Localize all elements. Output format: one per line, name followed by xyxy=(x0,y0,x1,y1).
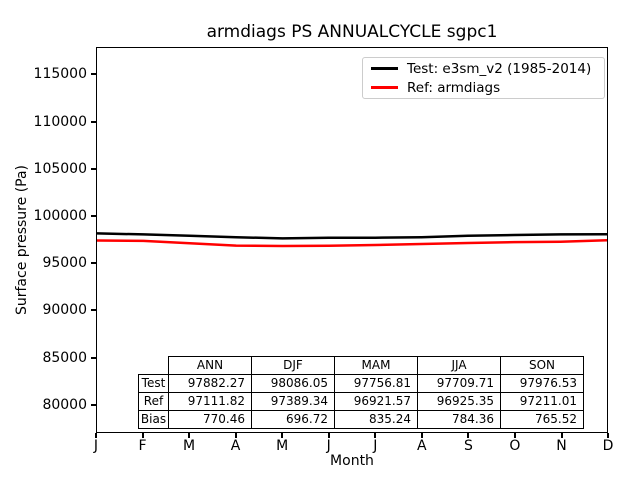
y-axis-label: Surface pressure (Pa) xyxy=(14,164,30,316)
y-tick-mark xyxy=(91,309,96,312)
x-tick-label: M xyxy=(276,438,289,454)
table-col-header: JJA xyxy=(417,356,501,375)
x-tick-label: A xyxy=(417,438,427,454)
table-cell: 97882.27 xyxy=(168,374,252,393)
y-tick-mark xyxy=(91,356,96,359)
x-tick-label: J xyxy=(373,438,378,454)
table-row: Test 97882.27 98086.05 97756.81 97709.71 9797… xyxy=(138,374,584,393)
table-col-header: MAM xyxy=(334,356,418,375)
y-tick-label: 100000 xyxy=(33,207,87,224)
chart-title: armdiags PS ANNUALCYCLE sgpc1 xyxy=(206,22,498,42)
y-tick-mark xyxy=(91,167,96,170)
legend-line-swatch xyxy=(371,86,398,89)
y-tick-mark xyxy=(91,214,96,217)
y-tick-label: 85000 xyxy=(42,349,87,366)
table-cell: 835.24 xyxy=(334,410,418,429)
table-cell: 784.36 xyxy=(417,410,501,429)
table-row-label: Bias xyxy=(138,410,169,429)
x-tick-mark xyxy=(374,433,377,438)
table-row: Ref 97111.82 97389.34 96921.57 96925.35 97211… xyxy=(138,392,584,411)
table-row: Bias 770.46 696.72 835.24 784.36 765.52 xyxy=(138,410,584,429)
table-cell: 97756.81 xyxy=(334,374,418,393)
line-series-svg xyxy=(97,232,607,248)
table-cell: 696.72 xyxy=(251,410,335,429)
x-tick-label: S xyxy=(463,438,473,454)
table-cell: 98086.05 xyxy=(251,374,335,393)
x-axis-label: Month xyxy=(330,453,374,469)
table-cell: 765.52 xyxy=(500,410,584,429)
table-cell: 97211.01 xyxy=(500,392,584,411)
y-tick-mark xyxy=(91,403,96,406)
x-tick-label: F xyxy=(138,438,147,454)
y-tick-mark xyxy=(91,120,96,123)
x-tick-mark xyxy=(560,433,563,438)
x-tick-mark xyxy=(513,433,516,438)
x-tick-label: D xyxy=(602,438,614,454)
table-cell: 97976.53 xyxy=(500,374,584,393)
x-tick-label: O xyxy=(509,438,521,454)
y-tick-mark xyxy=(91,73,96,76)
legend-label: Test: e3sm_v2 (1985-2014) xyxy=(407,60,592,77)
plot-area: Test: e3sm_v2 (1985-2014) Ref: armdiags A… xyxy=(96,47,608,433)
x-tick-mark xyxy=(420,433,423,438)
y-tick-label: 80000 xyxy=(42,396,87,413)
x-tick-mark xyxy=(327,433,330,438)
legend: Test: e3sm_v2 (1985-2014) Ref: armdiags xyxy=(362,57,605,99)
stats-table: ANN DJF MAM JJA SON Test 97882.27 98086.05 97756… xyxy=(138,356,584,429)
y-tick-label: 90000 xyxy=(42,302,87,319)
series-line-1 xyxy=(97,239,607,248)
y-tick-mark xyxy=(91,262,96,265)
y-tick-label: 110000 xyxy=(33,113,87,130)
table-cell: 97111.82 xyxy=(168,392,252,411)
x-tick-label: M xyxy=(183,438,196,454)
x-tick-mark xyxy=(141,433,144,438)
x-tick-mark xyxy=(281,433,284,438)
x-tick-mark xyxy=(95,433,97,438)
x-tick-label: J xyxy=(93,438,99,454)
table-cell: 770.46 xyxy=(168,410,252,429)
x-tick-label: J xyxy=(326,438,331,454)
x-tick-label: N xyxy=(556,438,567,454)
table-row-label: Test xyxy=(138,374,169,393)
legend-line-swatch xyxy=(371,67,398,70)
table-corner-cell xyxy=(139,357,169,375)
x-tick-label: A xyxy=(230,438,241,454)
table-col-header: DJF xyxy=(251,356,335,375)
legend-entry-0: Test: e3sm_v2 (1985-2014) xyxy=(363,59,604,78)
table-col-header: ANN xyxy=(168,356,252,375)
series-line-0 xyxy=(97,232,607,240)
y-tick-label: 95000 xyxy=(42,255,87,272)
table-row-label: Ref xyxy=(138,392,169,411)
y-tick-label: 115000 xyxy=(33,66,87,83)
table-cell: 96925.35 xyxy=(417,392,501,411)
table-cell: 97709.71 xyxy=(417,374,501,393)
x-tick-mark xyxy=(234,433,237,438)
x-tick-mark xyxy=(607,433,609,438)
table-cell: 96921.57 xyxy=(334,392,418,411)
y-tick-label: 105000 xyxy=(33,160,87,177)
x-tick-mark xyxy=(188,433,191,438)
table-cell: 97389.34 xyxy=(251,392,335,411)
table-col-header: SON xyxy=(500,356,584,375)
legend-label: Ref: armdiags xyxy=(407,79,501,96)
x-tick-mark xyxy=(467,433,470,438)
legend-entry-1: Ref: armdiags xyxy=(363,78,604,97)
